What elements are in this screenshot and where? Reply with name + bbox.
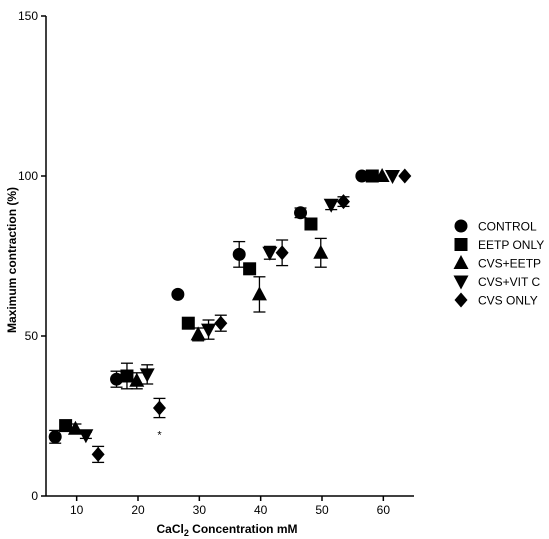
legend-label: CVS ONLY — [478, 294, 538, 308]
data-point — [323, 198, 339, 213]
data-point — [365, 169, 379, 183]
data-point — [48, 430, 62, 444]
data-point — [91, 446, 105, 462]
y-tick-label: 50 — [25, 329, 39, 343]
legend: CONTROL EETP ONLY CVS+EETP CVS+VIT C CVS ONL… — [453, 219, 544, 308]
legend-marker — [453, 255, 469, 269]
data-point — [294, 206, 308, 220]
data-point — [120, 369, 134, 383]
data-point — [190, 326, 206, 341]
legend-marker — [454, 292, 468, 308]
x-axis-title: CaCl2 Concentration mM — [156, 522, 297, 538]
legend-entry: CVS ONLY — [454, 292, 538, 308]
data-point — [139, 368, 155, 383]
data-point — [251, 286, 267, 301]
data-point — [243, 262, 257, 276]
data-point — [374, 168, 390, 182]
legend-label: CVS+EETP — [478, 257, 541, 271]
data-point — [355, 169, 369, 183]
legend-label: CONTROL — [478, 220, 537, 234]
y-axis-title: Maximum contraction (%) — [5, 187, 19, 333]
data-point — [398, 168, 412, 184]
data-point — [110, 372, 124, 386]
data-point — [262, 246, 278, 261]
data-point — [201, 323, 217, 338]
x-tick-label: 60 — [377, 503, 391, 517]
data-point — [214, 315, 228, 331]
significance-annotation: * — [157, 429, 162, 441]
legend-label: CVS+VIT C — [478, 275, 540, 289]
data-point — [385, 170, 401, 184]
data-point — [232, 247, 246, 261]
data-point — [181, 316, 195, 330]
x-axis-title-subscript: 2 — [184, 528, 189, 538]
legend-entry: CONTROL — [454, 219, 537, 234]
legend-entry: CVS+VIT C — [453, 275, 540, 290]
data-point — [304, 217, 318, 231]
data-point — [171, 287, 185, 301]
data-point — [275, 245, 289, 261]
data-marks: * — [48, 168, 412, 464]
data-point — [59, 419, 73, 433]
data-point — [152, 400, 166, 416]
data-point — [336, 194, 350, 210]
legend-marker — [454, 238, 468, 251]
x-tick-label: 50 — [315, 503, 329, 517]
legend-label: EETP ONLY — [478, 238, 544, 252]
legend-marker — [453, 275, 469, 290]
series-cvs-only — [91, 168, 412, 464]
series-cvs-eetp — [67, 168, 390, 435]
legend-marker — [454, 219, 468, 233]
x-tick-label: 20 — [131, 503, 145, 517]
x-tick-label: 10 — [70, 503, 84, 517]
data-point — [313, 244, 329, 259]
series-control — [48, 169, 369, 444]
series-eetp-only — [59, 169, 379, 433]
x-tick-label: 30 — [193, 503, 207, 517]
legend-entry: CVS+EETP — [453, 255, 541, 271]
y-tick-label: 150 — [18, 9, 38, 23]
x-tick-label: 40 — [254, 503, 268, 517]
axes: 0 50 100 150 10 20 30 40 50 60 — [18, 9, 414, 517]
data-point — [67, 420, 83, 435]
series-cvs-vit-c — [78, 170, 401, 444]
y-tick-label: 0 — [31, 489, 38, 503]
legend-entry: EETP ONLY — [454, 238, 544, 252]
data-point — [129, 372, 145, 387]
data-point — [78, 429, 94, 444]
y-tick-label: 100 — [18, 169, 38, 183]
